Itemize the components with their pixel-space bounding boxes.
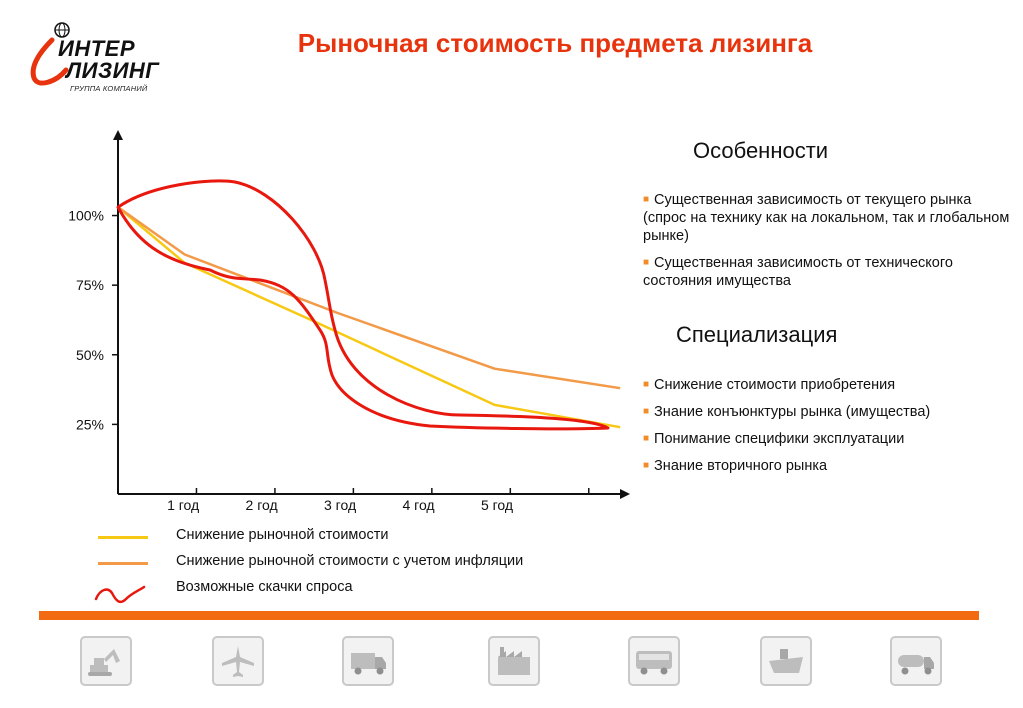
bullet-icon: ■ [643,406,650,417]
y-tick-label: 100% [68,208,104,224]
ship-icon [760,636,812,686]
accent-band [39,611,979,620]
airplane-icon [212,636,264,686]
x-tick-label: 5 год [481,497,513,513]
company-logo: ИНТЕР ЛИЗИНГ ГРУППА КОМПАНИЙ [22,22,162,100]
legend-swatch-market-decline [98,536,148,539]
factory-icon [488,636,540,686]
features-list: ■ Существенная зависимость от текущего ры… [643,191,1013,299]
bus-icon [628,636,680,686]
legend-squiggle-icon [94,585,146,604]
excavator-icon [80,636,132,686]
legend-label: Возможные скачки спроса [176,579,353,595]
feature-text: Существенная зависимость от текущего рын… [643,192,1010,244]
legend-item-market-decline: Снижение рыночной стоимости [92,527,632,547]
logo-subtitle: ГРУППА КОМПАНИЙ [70,84,148,93]
y-tick-label: 75% [76,277,104,293]
y-axis-arrow [113,130,123,140]
list-item: ■ Знание конъюнктуры рынка (имущества) [643,403,1013,421]
truck-icon [342,636,394,686]
list-item: ■ Существенная зависимость от техническог… [643,254,1013,290]
legend-item-inflation-decline: Снижение рыночной стоимости с учетом инф… [92,553,632,573]
bullet-icon: ■ [643,460,650,471]
bullet-icon: ■ [643,433,650,444]
specialization-heading: Специализация [676,322,838,347]
series-line-inflation-decline [117,206,621,390]
features-heading: Особенности [693,138,829,163]
bullet-icon: ■ [643,194,650,205]
specialization-text: Знание конъюнктуры рынка (имущества) [654,404,931,420]
list-item: ■ Снижение стоимости приобретения [643,376,1013,394]
list-item: ■ Понимание специфики эксплуатации [643,430,1013,448]
y-tick-label: 25% [76,416,104,432]
logo-line1: ИНТЕР [58,36,135,61]
list-item: ■ Существенная зависимость от текущего ры… [643,191,1013,245]
series-line-market-decline [117,206,621,429]
x-tick-label: 1 год [167,497,199,513]
logo-mark-icon [30,22,70,86]
x-axis-arrow [620,489,630,499]
legend-label: Снижение рыночной стоимости с учетом инф… [176,553,524,569]
specialization-list: ■ Снижение стоимости приобретения ■ Знание… [643,376,1013,484]
list-item: ■ Знание вторичного рынка [643,457,1013,475]
legend-swatch-inflation-decline [98,562,148,565]
specialization-text: Снижение стоимости приобретения [654,377,896,393]
x-tick-label: 4 год [402,497,434,513]
bullet-icon: ■ [643,257,650,268]
equipment-icons-row [80,636,980,690]
legend-item-demand-spikes: Возможные скачки спроса [92,579,632,604]
specialization-text: Понимание специфики эксплуатации [654,431,905,447]
market-value-chart: 100% 75% 50% 25% 1 год 2 год 3 год 4 год 5 год [68,130,630,513]
specialization-text: Знание вторичного рынка [654,458,828,474]
series-demand-spike-loop [116,179,610,431]
y-tick-label: 50% [76,347,104,363]
feature-text: Существенная зависимость от технического… [643,255,953,289]
x-tick-label: 2 год [246,497,278,513]
x-tick-label: 3 год [324,497,356,513]
bullet-icon: ■ [643,379,650,390]
logo-line2: ЛИЗИНГ [66,58,160,83]
legend-label: Снижение рыночной стоимости [176,527,389,543]
tanker-truck-icon [890,636,942,686]
page-title: Рыночная стоимость предмета лизинга [297,28,813,58]
